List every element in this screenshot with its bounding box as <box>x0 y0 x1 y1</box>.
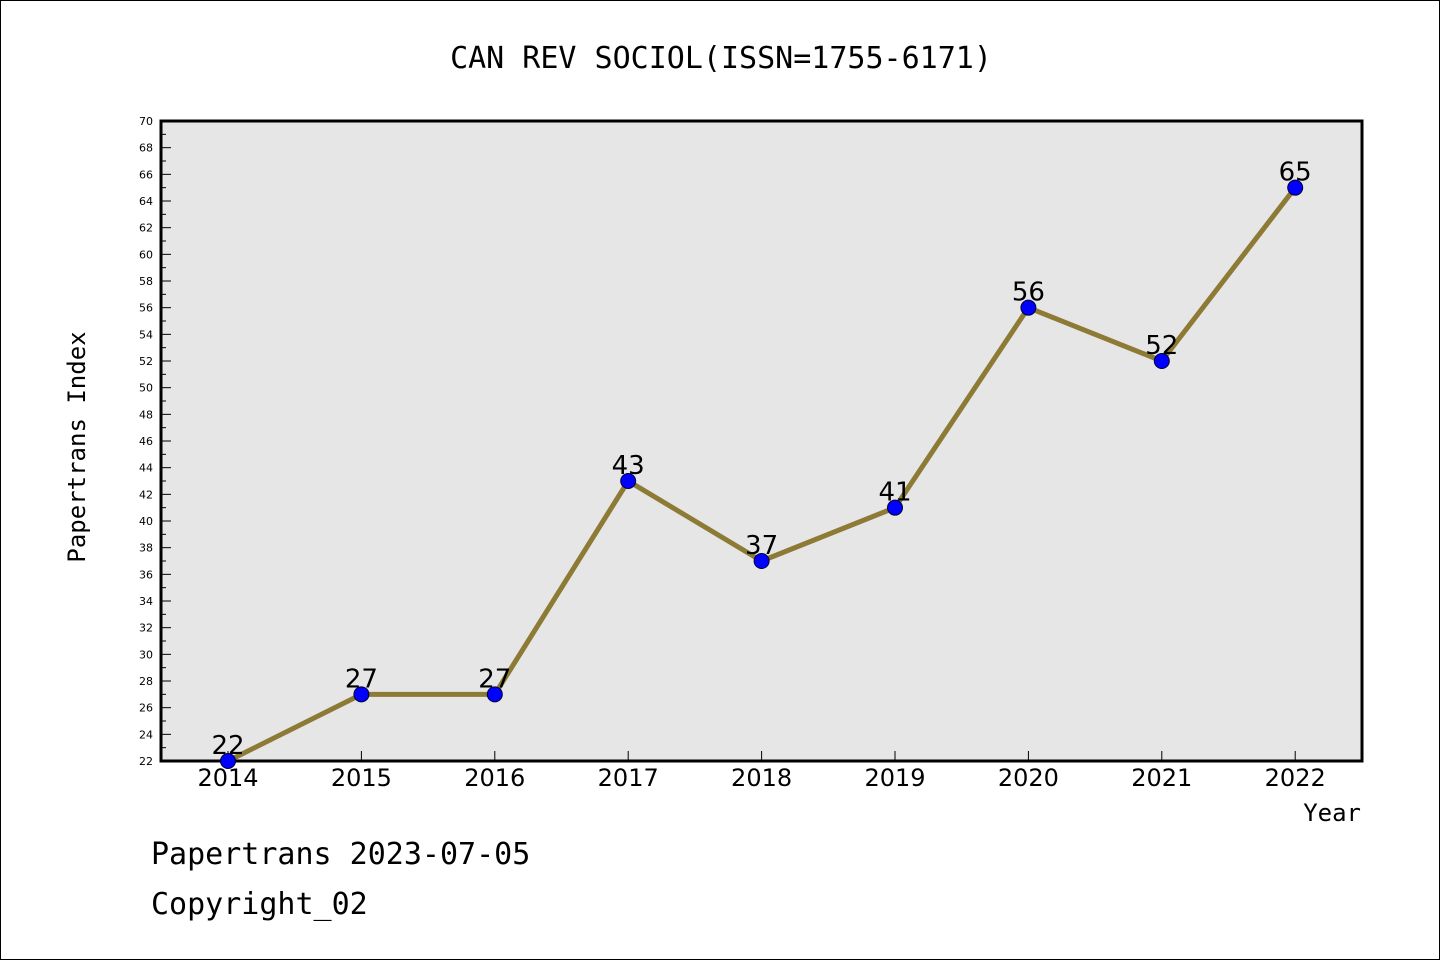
data-label: 37 <box>745 531 778 561</box>
y-tick-label: 54 <box>139 328 153 341</box>
y-tick-label: 34 <box>139 595 153 608</box>
x-tick-label: 2019 <box>864 764 925 792</box>
y-tick-label: 30 <box>139 648 153 661</box>
y-tick-label: 40 <box>139 515 153 528</box>
y-tick-label: 26 <box>139 702 153 715</box>
y-tick-label: 28 <box>139 675 153 688</box>
data-point <box>887 499 903 516</box>
y-tick-label: 36 <box>139 568 153 581</box>
y-tick-label: 56 <box>139 302 153 315</box>
y-tick-label: 62 <box>139 222 153 235</box>
data-point <box>1287 179 1304 196</box>
data-label: 27 <box>345 664 378 694</box>
data-point <box>620 473 637 489</box>
data-label: 43 <box>612 451 645 481</box>
x-axis: 2014 2015 2016 2017 2018 2019 2020 2021 2022 <box>197 751 1326 792</box>
y-tick-label: 48 <box>139 408 153 421</box>
series-line-group: 22 27 27 43 37 41 56 52 65 <box>211 158 1312 769</box>
y-tick-label: 22 <box>139 755 153 768</box>
data-label: 65 <box>1279 158 1312 188</box>
data-label: 56 <box>1012 278 1045 308</box>
y-tick-label: 32 <box>139 622 153 635</box>
data-label: 41 <box>878 478 911 508</box>
x-tick-label: 2018 <box>731 764 792 792</box>
footer-copyright: Copyright_02 <box>151 887 368 922</box>
y-tick-label: 52 <box>139 355 153 368</box>
y-tick-label: 44 <box>139 462 153 475</box>
data-point <box>486 686 503 703</box>
y-axis-title: Papertrans Index <box>63 331 91 562</box>
x-axis-title: Year <box>1303 799 1361 827</box>
y-tick-label: 24 <box>139 728 153 741</box>
x-tick-label: 2021 <box>1131 764 1192 792</box>
y-tick-label: 60 <box>139 248 153 261</box>
y-tick-label: 68 <box>139 142 153 155</box>
y-tick-label: 64 <box>139 195 153 208</box>
footer-date-line: Papertrans 2023-07-05 <box>151 837 531 872</box>
y-tick-label: 50 <box>139 382 153 395</box>
x-tick-label: 2015 <box>331 764 392 792</box>
y-tick-label: 70 <box>139 115 153 128</box>
x-tick-label: 2016 <box>464 764 525 792</box>
data-point <box>753 553 770 569</box>
y-tick-label: 38 <box>139 542 153 555</box>
chart-title: CAN REV SOCIOL(ISSN=1755-6171) <box>450 41 992 76</box>
data-label: 22 <box>211 731 244 761</box>
y-tick-label: 66 <box>139 168 153 181</box>
data-point <box>1020 299 1037 316</box>
data-label: 27 <box>478 664 511 694</box>
data-point <box>220 753 236 769</box>
x-tick-label: 2020 <box>998 764 1059 792</box>
data-point <box>353 686 370 703</box>
y-tick-label: 46 <box>139 435 153 448</box>
data-label: 52 <box>1145 331 1178 361</box>
y-tick-label: 58 <box>139 275 153 288</box>
plot-area <box>159 119 1364 763</box>
x-tick-label: 2022 <box>1265 764 1326 792</box>
y-axis: 22 24 26 28 30 32 34 36 38 40 42 44 46 48 50 52 54 56 58 60… <box>139 115 171 768</box>
x-tick-label: 2017 <box>598 764 659 792</box>
y-tick-label: 42 <box>139 488 153 501</box>
data-point <box>1153 353 1170 369</box>
